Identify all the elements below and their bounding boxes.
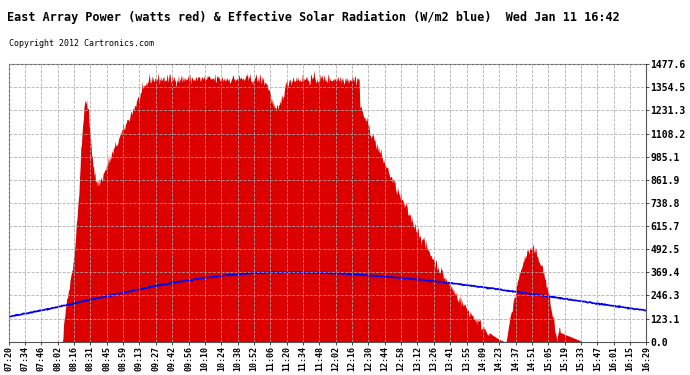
Text: East Array Power (watts red) & Effective Solar Radiation (W/m2 blue)  Wed Jan 11: East Array Power (watts red) & Effective… [7, 11, 620, 24]
Text: Copyright 2012 Cartronics.com: Copyright 2012 Cartronics.com [9, 39, 154, 48]
